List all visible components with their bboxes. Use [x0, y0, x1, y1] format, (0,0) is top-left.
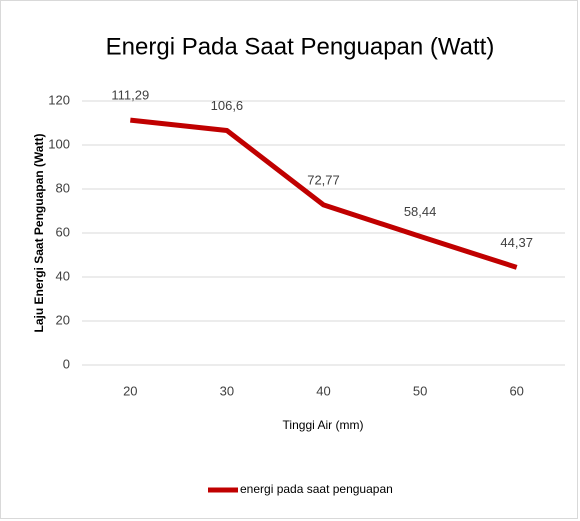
- chart-title: Energi Pada Saat Penguapan (Watt): [106, 33, 495, 60]
- data-label: 44,37: [500, 235, 533, 250]
- y-tick-label: 120: [48, 92, 70, 107]
- y-tick-label: 40: [56, 268, 70, 283]
- data-label: 58,44: [404, 204, 437, 219]
- y-axis-label: Laju Energi Saat Penguapan (Watt): [32, 134, 46, 333]
- x-tick-label: 60: [509, 383, 523, 398]
- x-tick-label: 30: [220, 383, 234, 398]
- x-axis-label: Tinggi Air (mm): [283, 418, 364, 432]
- data-label: 72,77: [307, 172, 340, 187]
- line-series: [130, 117, 518, 270]
- x-tick-label: 40: [316, 383, 330, 398]
- data-label: 106,6: [211, 98, 244, 113]
- data-label: 111,29: [111, 88, 149, 103]
- y-tick-label: 80: [56, 180, 70, 195]
- y-tick-label: 60: [56, 224, 70, 239]
- x-tick-label: 20: [123, 383, 137, 398]
- legend-label: energi pada saat penguapan: [240, 482, 393, 496]
- y-tick-label: 0: [63, 356, 70, 371]
- y-tick-label: 100: [48, 136, 70, 151]
- y-tick-label: 20: [56, 312, 70, 327]
- x-tick-label: 50: [413, 383, 427, 398]
